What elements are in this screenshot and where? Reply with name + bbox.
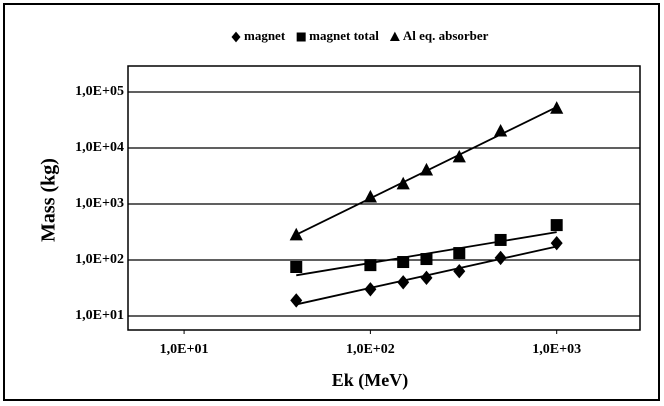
marker-diamond	[290, 293, 303, 308]
y-tick-label: 1,0E+01	[75, 308, 124, 323]
marker-triangle	[289, 227, 303, 241]
y-tick-label: 1,0E+05	[75, 84, 124, 99]
marker-square	[364, 259, 377, 272]
marker-square	[296, 32, 306, 42]
y-axis-label: Mass (kg)	[38, 158, 60, 242]
x-axis-label: Ek (MeV)	[332, 370, 408, 391]
marker-square	[397, 256, 410, 269]
marker-diamond	[231, 31, 241, 43]
marker-square	[420, 253, 433, 266]
marker-square	[494, 233, 507, 246]
marker-triangle	[419, 162, 434, 176]
marker-diamond	[453, 264, 466, 279]
legend-label: magnet	[244, 28, 286, 43]
y-tick-label: 1,0E+03	[75, 196, 124, 211]
marker-triangle	[550, 101, 564, 114]
y-tick-label: 1,0E+04	[75, 140, 124, 155]
y-tick-label: 1,0E+02	[75, 252, 124, 267]
marker-square	[550, 219, 563, 232]
marker-diamond	[364, 282, 377, 297]
marker-triangle	[396, 176, 410, 190]
x-tick-label: 1,0E+01	[160, 342, 209, 357]
x-tick-label: 1,0E+02	[346, 342, 395, 357]
marker-triangle	[389, 31, 400, 42]
legend-label: magnet total	[309, 28, 379, 43]
marker-diamond	[494, 250, 507, 266]
marker-triangle	[363, 189, 377, 203]
marker-diamond	[550, 235, 563, 251]
marker-square	[453, 247, 466, 260]
plot-frame	[127, 65, 641, 331]
marker-diamond	[397, 275, 410, 290]
legend: magnet magnet total Al eq. absorber	[231, 28, 489, 43]
marker-diamond	[420, 270, 433, 286]
marker-triangle	[452, 149, 466, 163]
marker-square	[290, 260, 303, 273]
chart-frame	[3, 3, 660, 401]
legend-label: Al eq. absorber	[403, 28, 489, 43]
x-tick-label: 1,0E+03	[532, 342, 581, 357]
marker-triangle	[494, 123, 508, 137]
